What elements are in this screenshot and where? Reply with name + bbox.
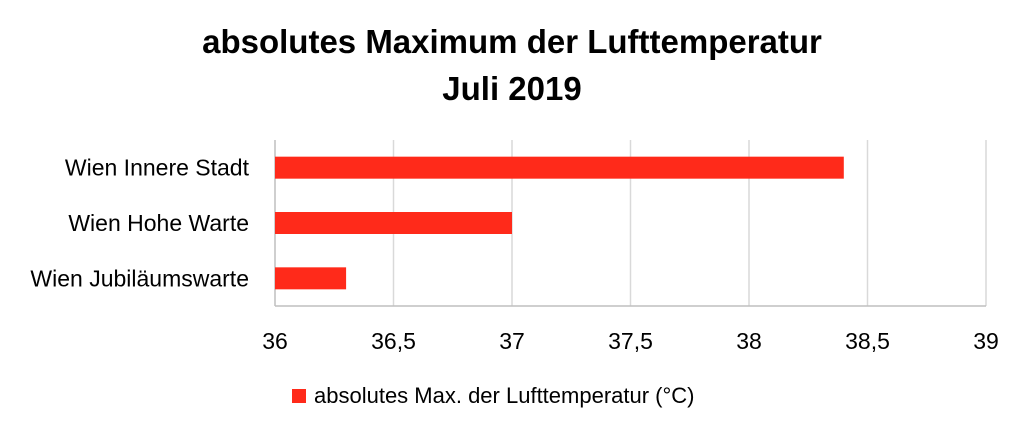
category-label: Wien Jubiläumswarte — [30, 265, 249, 291]
legend-swatch — [292, 389, 306, 403]
legend: absolutes Max. der Lufttemperatur (°C) — [292, 383, 695, 409]
x-tick-label: 37,5 — [608, 328, 653, 354]
bar — [275, 212, 512, 234]
category-label: Wien Innere Stadt — [65, 155, 250, 181]
x-tick-label: 36,5 — [371, 328, 416, 354]
legend-label: absolutes Max. der Lufttemperatur (°C) — [314, 383, 695, 408]
x-tick-label: 37 — [499, 328, 525, 354]
chart-title-line-2: Juli 2019 — [442, 70, 582, 107]
chart-title-line-1: absolutes Maximum der Lufttemperatur — [202, 23, 822, 60]
x-tick-label: 36 — [262, 328, 288, 354]
category-label: Wien Hohe Warte — [68, 210, 249, 236]
x-tick-label: 38 — [736, 328, 762, 354]
x-tick-label: 38,5 — [845, 328, 890, 354]
bar — [275, 156, 844, 179]
bar — [275, 267, 347, 290]
x-tick-label: 39 — [973, 328, 999, 354]
